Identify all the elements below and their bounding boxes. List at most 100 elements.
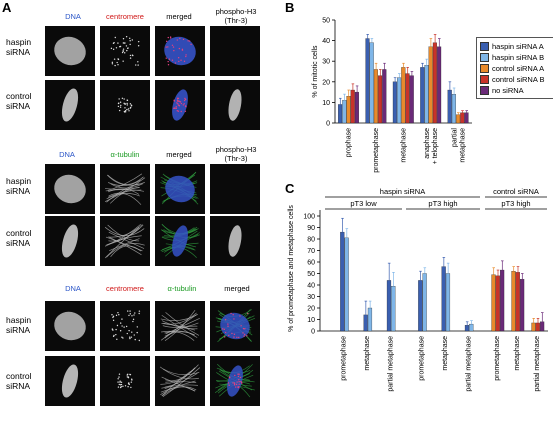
micrograph-tile bbox=[210, 26, 260, 76]
centromere-dot bbox=[233, 336, 235, 338]
legend-swatch bbox=[480, 75, 489, 84]
centromere-dot bbox=[126, 99, 129, 102]
chromatin-mass bbox=[228, 225, 242, 257]
centromere-dot bbox=[133, 334, 135, 336]
centromere-dot bbox=[176, 99, 179, 101]
centromere-dot bbox=[127, 373, 129, 375]
bar bbox=[369, 42, 374, 124]
centromere-dot bbox=[122, 50, 124, 52]
x-tick-label-group: prophase bbox=[346, 128, 353, 157]
chromatin-mass bbox=[172, 225, 188, 257]
bar bbox=[428, 46, 433, 124]
centromere-dot bbox=[118, 109, 121, 112]
bar bbox=[451, 94, 456, 124]
centromere-dot bbox=[243, 335, 245, 337]
bar bbox=[491, 274, 496, 332]
panel-a-letter: A bbox=[2, 0, 12, 15]
bar bbox=[392, 81, 397, 124]
centromere-dot bbox=[240, 325, 242, 327]
centromere-dot bbox=[121, 325, 123, 327]
a3-header-tubulin: α-tubulin bbox=[167, 284, 197, 293]
centromere-dot bbox=[168, 58, 171, 60]
x-tick-label: partial metaphase bbox=[465, 336, 472, 392]
centromere-dot bbox=[124, 109, 127, 112]
micrograph-image bbox=[54, 174, 86, 204]
centromere-dot bbox=[126, 102, 128, 105]
legend-swatch bbox=[480, 53, 489, 62]
centromere-dot bbox=[119, 381, 121, 383]
centromere-dot bbox=[118, 373, 121, 375]
centromere-dot bbox=[173, 100, 175, 102]
bar bbox=[386, 280, 392, 332]
row-label-control-1: control siRNA bbox=[6, 91, 32, 111]
centromere-dot bbox=[233, 382, 236, 384]
group-haspin-label: haspin siRNA bbox=[380, 187, 425, 196]
legend-label: no siRNA bbox=[492, 86, 524, 95]
centromere-dot bbox=[238, 373, 240, 375]
centromere-dot bbox=[240, 380, 242, 383]
centromere-dot bbox=[130, 104, 133, 106]
x-tick-label: metaphase bbox=[514, 336, 521, 371]
centromere-dot bbox=[112, 319, 115, 322]
bar bbox=[344, 237, 349, 332]
centromere-dot bbox=[128, 383, 131, 386]
micrograph-image bbox=[228, 225, 242, 257]
centromere-dot bbox=[117, 386, 120, 388]
centromere-dot bbox=[174, 107, 176, 109]
centromere-dot bbox=[131, 315, 133, 317]
centromere-dot bbox=[129, 40, 131, 42]
centromere-dot bbox=[185, 55, 187, 58]
centromere-dot bbox=[238, 379, 240, 381]
centromere-dot bbox=[167, 46, 169, 48]
bar bbox=[422, 273, 427, 332]
centromere-dot bbox=[111, 63, 114, 65]
centromere-dot bbox=[241, 382, 243, 384]
x-tick-label: metaphase bbox=[459, 128, 466, 163]
y-tick-label: 0 bbox=[326, 121, 330, 128]
centromere-dot bbox=[183, 60, 186, 63]
centromere-dot bbox=[235, 386, 237, 388]
micrograph-image bbox=[228, 89, 242, 121]
x-tick-label: prometaphase bbox=[419, 336, 426, 381]
bar bbox=[519, 279, 525, 332]
centromere-dot bbox=[176, 102, 178, 104]
centromere-dot bbox=[129, 107, 132, 109]
micrograph-image bbox=[210, 164, 260, 214]
centromere-dot bbox=[112, 48, 115, 51]
micrograph-tile bbox=[45, 80, 95, 130]
chromatin-mass bbox=[165, 175, 195, 203]
micrograph-image bbox=[104, 223, 145, 259]
row-label-control-2: control siRNA bbox=[6, 228, 32, 248]
micrograph-tile bbox=[45, 216, 95, 266]
micrograph-image bbox=[160, 223, 201, 258]
bar bbox=[382, 69, 387, 124]
bar bbox=[437, 46, 442, 124]
chart-b-legend: haspin siRNA A haspin siRNA B control si… bbox=[476, 37, 553, 99]
spindle-fiber bbox=[159, 366, 199, 380]
centromere-dot bbox=[129, 43, 131, 46]
centromere-dot bbox=[113, 334, 115, 337]
bar bbox=[499, 269, 505, 332]
centromere-dot bbox=[117, 378, 119, 380]
spindle-fiber bbox=[107, 173, 143, 191]
bar bbox=[424, 65, 429, 124]
micrograph-tile bbox=[45, 26, 95, 76]
centromere-dot bbox=[117, 105, 120, 108]
row-label-line: siRNA bbox=[6, 47, 31, 57]
legend-item: control siRNA B bbox=[480, 74, 552, 85]
centromere-dot bbox=[129, 57, 132, 59]
panel-c-letter: C bbox=[285, 181, 295, 196]
centromere-dot bbox=[126, 376, 129, 378]
subgroup-pt3-low-label: pT3 low bbox=[350, 199, 377, 208]
centromere-dot bbox=[115, 314, 118, 317]
centromere-dot bbox=[130, 336, 133, 338]
a2-header-ph3: phospho-H3 (Thr-3) bbox=[207, 145, 265, 163]
x-tick-label: anaphase bbox=[424, 128, 431, 159]
spindle-fiber bbox=[105, 236, 143, 252]
centromere-dot bbox=[120, 383, 123, 386]
micrograph-image bbox=[160, 171, 199, 205]
bar bbox=[495, 275, 500, 332]
centromere-dot bbox=[176, 110, 178, 112]
row-label-line: control bbox=[6, 371, 32, 381]
centromere-dot bbox=[180, 110, 182, 113]
